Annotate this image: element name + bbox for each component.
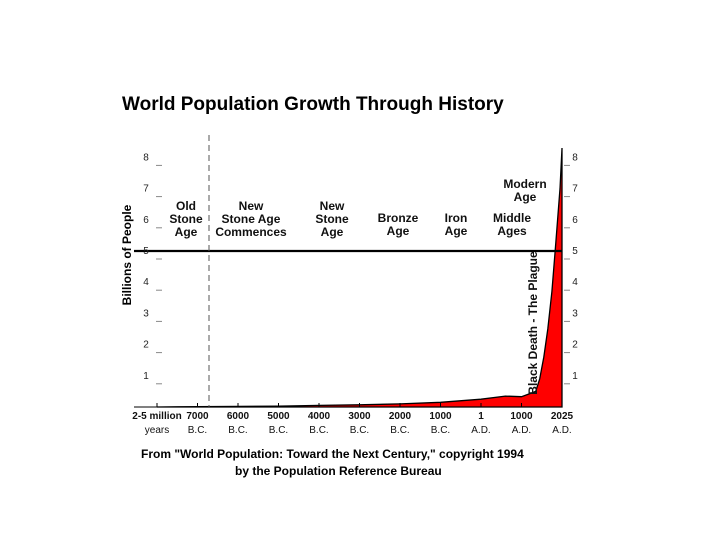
source-line-2: by the Population Reference Bureau xyxy=(235,464,442,478)
y-tick-label-left: 1 xyxy=(143,371,149,382)
y-axis-label: Billions of People xyxy=(120,204,134,305)
population-area xyxy=(156,147,563,408)
x-tick-label: 4000 xyxy=(308,411,331,422)
y-tick-label-left: 5 xyxy=(143,246,149,257)
x-tick-label: 2000 xyxy=(389,411,412,422)
era-label: Stone xyxy=(169,212,203,226)
x-tick-sublabel: A.D. xyxy=(471,425,490,436)
y-tick-label-right: 2 xyxy=(572,340,578,351)
x-tick-sublabel: years xyxy=(145,425,169,436)
era-label: Ages xyxy=(497,224,527,238)
x-tick-label: 5000 xyxy=(267,411,290,422)
x-tick-sublabel: B.C. xyxy=(228,425,247,436)
y-tick-label-right: 3 xyxy=(572,308,578,319)
era-label: Commences xyxy=(215,225,287,239)
chart-figure: World Population Growth Through History … xyxy=(106,80,596,482)
x-tick-sublabel: B.C. xyxy=(350,425,369,436)
plague-annotation: Black Death - The Plague xyxy=(526,251,540,395)
x-tick-label: 1000 xyxy=(510,411,533,422)
x-tick-label: 1 xyxy=(478,411,484,422)
era-label: Bronze xyxy=(378,211,419,225)
x-tick-sublabel: B.C. xyxy=(188,425,207,436)
era-label: Age xyxy=(321,225,344,239)
era-label: Old xyxy=(176,199,196,213)
x-tick-sublabel: A.D. xyxy=(552,425,571,436)
y-tick-label-right: 7 xyxy=(572,184,578,195)
x-tick-sublabel: B.C. xyxy=(390,425,409,436)
era-label: Iron xyxy=(445,211,468,225)
x-tick-sublabel: B.C. xyxy=(269,425,288,436)
era-label: Age xyxy=(445,224,468,238)
y-tick-label-right: 6 xyxy=(572,215,578,226)
era-label: Modern xyxy=(503,177,546,191)
x-tick-label: 6000 xyxy=(227,411,250,422)
x-tick-label: 2-5 million xyxy=(132,411,181,422)
x-tick-sublabel: B.C. xyxy=(431,425,450,436)
x-tick-label: 2025 xyxy=(551,411,574,422)
y-tick-label-right: 5 xyxy=(572,246,578,257)
era-label: Stone xyxy=(315,212,349,226)
y-tick-label-left: 6 xyxy=(143,215,149,226)
era-label: Age xyxy=(387,224,410,238)
x-tick-label: 3000 xyxy=(348,411,371,422)
y-tick-label-left: 3 xyxy=(143,308,149,319)
y-tick-label-left: 8 xyxy=(143,152,149,163)
chart-svg: World Population Growth Through History … xyxy=(120,94,578,478)
era-label: Age xyxy=(514,190,537,204)
chart-title: World Population Growth Through History xyxy=(122,94,504,115)
y-tick-label-left: 4 xyxy=(143,277,149,288)
x-tick-sublabel: B.C. xyxy=(309,425,328,436)
x-tick-label: 7000 xyxy=(186,411,209,422)
y-tick-label-right: 4 xyxy=(572,277,578,288)
y-tick-label-right: 1 xyxy=(572,371,578,382)
era-label: Age xyxy=(175,225,198,239)
era-label: New xyxy=(239,199,264,213)
y-tick-label-right: 8 xyxy=(572,152,578,163)
y-tick-label-left: 2 xyxy=(143,340,149,351)
era-label: Stone Age xyxy=(222,212,281,226)
x-tick-sublabel: A.D. xyxy=(512,425,531,436)
y-tick-label-left: 7 xyxy=(143,184,149,195)
era-label: Middle xyxy=(493,211,531,225)
era-label: New xyxy=(320,199,345,213)
source-line-1: From "World Population: Toward the Next … xyxy=(141,447,524,461)
x-tick-label: 1000 xyxy=(429,411,452,422)
